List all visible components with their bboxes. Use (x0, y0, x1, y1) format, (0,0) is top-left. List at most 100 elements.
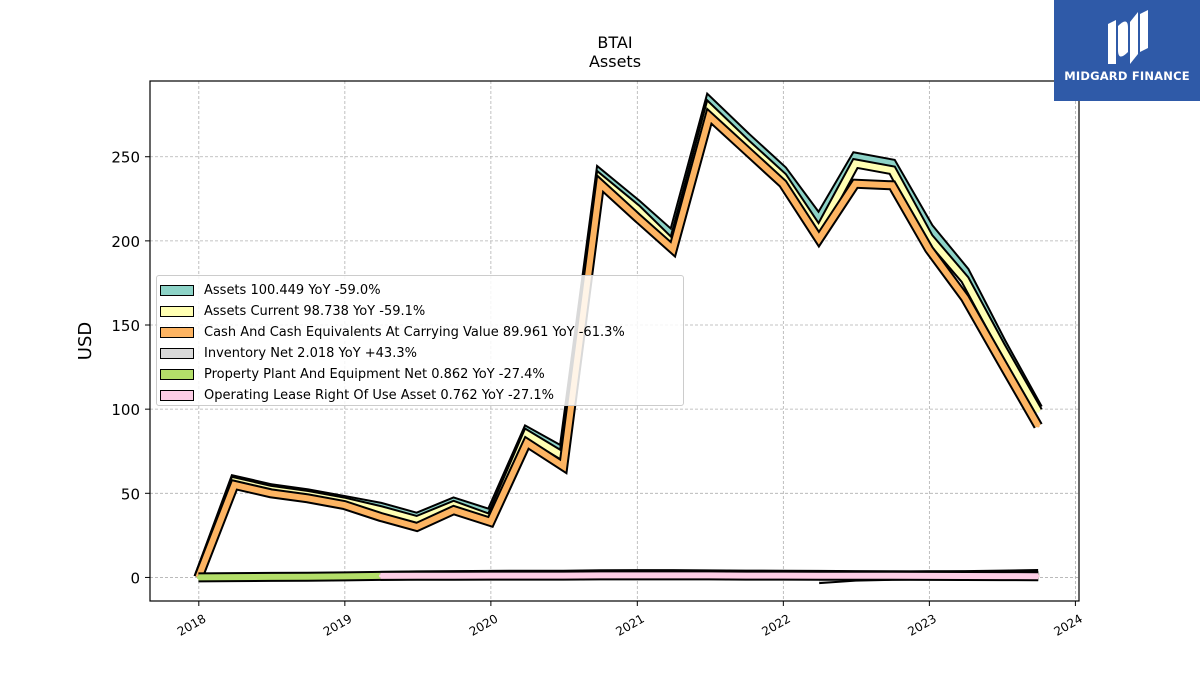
y-tick-label: 150 (111, 317, 140, 335)
legend-swatch (160, 369, 194, 380)
data-point (525, 574, 529, 578)
y-tick-label: 100 (111, 401, 140, 419)
data-point (999, 574, 1003, 578)
data-point (853, 182, 857, 186)
legend-item: Cash And Cash Equivalents At Carrying Va… (160, 322, 683, 343)
chart-title: BTAI (597, 33, 632, 52)
data-point (671, 247, 675, 251)
chart-legend: Assets 100.449 YoY -59.0% Assets Current … (156, 275, 684, 406)
data-point (927, 247, 931, 251)
x-tick-label: 2023 (905, 611, 938, 638)
data-point (342, 574, 346, 578)
y-axis: 0 50 100 150 200 250 (111, 149, 150, 587)
data-point (306, 575, 310, 579)
legend-label: Inventory Net 2.018 YoY +43.3% (204, 346, 417, 361)
data-point (781, 182, 785, 186)
y-tick-label: 250 (111, 149, 140, 167)
data-point (196, 575, 200, 579)
legend-item: Inventory Net 2.018 YoY +43.3% (160, 343, 683, 364)
data-point (488, 574, 492, 578)
data-point (890, 574, 894, 578)
data-point (707, 573, 711, 577)
data-point (963, 296, 967, 300)
x-tick-label: 2024 (1051, 611, 1084, 638)
legend-label: Operating Lease Right Of Use Asset 0.762… (204, 388, 554, 403)
data-point (999, 360, 1003, 364)
chart-subtitle: Assets (589, 52, 641, 71)
data-point (671, 573, 675, 577)
data-point (890, 161, 894, 165)
data-point (598, 182, 602, 186)
data-point (744, 574, 748, 578)
data-point (232, 575, 236, 579)
data-point (635, 573, 639, 577)
data-point (306, 496, 310, 500)
data-point (853, 574, 857, 578)
brand-logo: MIDGARD FINANCE (1054, 0, 1200, 101)
data-point (1036, 574, 1040, 578)
legend-item: Assets 100.449 YoY -59.0% (160, 280, 683, 301)
data-point (890, 183, 894, 187)
data-point (525, 441, 529, 445)
legend-item: Operating Lease Right Of Use Asset 0.762… (160, 385, 683, 406)
x-axis: 2018 2019 2020 2021 2022 2023 2024 (175, 601, 1085, 639)
data-point (269, 491, 273, 495)
data-point (635, 215, 639, 219)
data-point (415, 518, 419, 522)
data-point (817, 574, 821, 578)
x-tick-label: 2020 (467, 611, 500, 638)
legend-item: Assets Current 98.738 YoY -59.1% (160, 301, 683, 322)
series-line (195, 110, 1041, 579)
data-point (853, 155, 857, 159)
legend-item: Property Plant And Equipment Net 0.862 Y… (160, 364, 683, 385)
legend-label: Cash And Cash Equivalents At Carrying Va… (204, 325, 625, 340)
legend-swatch (160, 348, 194, 359)
data-point (853, 161, 857, 165)
data-point (890, 168, 894, 172)
data-point (963, 574, 967, 578)
y-tick-label: 200 (111, 233, 140, 251)
legend-label: Property Plant And Equipment Net 0.862 Y… (204, 367, 545, 382)
legend-swatch (160, 390, 194, 401)
data-point (1036, 424, 1040, 428)
legend-swatch (160, 327, 194, 338)
data-point (561, 464, 565, 468)
data-point (707, 106, 711, 110)
data-point (635, 207, 639, 211)
y-tick-label: 50 (121, 485, 140, 503)
logo-text: MIDGARD FINANCE (1064, 69, 1190, 83)
data-point (707, 114, 711, 118)
data-point (1036, 409, 1040, 413)
series-cash-and-cash-equivalents-at-carrying-value (193, 107, 1043, 580)
data-point (232, 483, 236, 487)
legend-label: Assets Current 98.738 YoY -59.1% (204, 304, 426, 319)
data-point (452, 574, 456, 578)
data-point (415, 574, 419, 578)
data-point (342, 503, 346, 507)
legend-swatch (160, 285, 194, 296)
data-point (378, 574, 382, 578)
data-point (378, 508, 382, 512)
data-point (598, 573, 602, 577)
series-layer (193, 91, 1043, 585)
data-point (744, 148, 748, 152)
data-point (452, 508, 456, 512)
x-tick-label: 2019 (321, 611, 354, 638)
legend-label: Assets 100.449 YoY -59.0% (204, 283, 381, 298)
data-point (561, 574, 565, 578)
plot-frame (149, 80, 1080, 602)
data-point (927, 574, 931, 578)
y-axis-label: USD (75, 322, 96, 360)
data-point (488, 520, 492, 524)
x-tick-label: 2021 (613, 611, 646, 638)
data-point (525, 432, 529, 436)
data-point (999, 345, 1003, 349)
data-point (817, 237, 821, 241)
x-tick-label: 2018 (175, 611, 208, 638)
legend-swatch (160, 306, 194, 317)
y-tick-label: 0 (130, 569, 140, 587)
data-point (378, 515, 382, 519)
midgard-finance-logo-icon (1108, 10, 1148, 64)
data-point (781, 574, 785, 578)
